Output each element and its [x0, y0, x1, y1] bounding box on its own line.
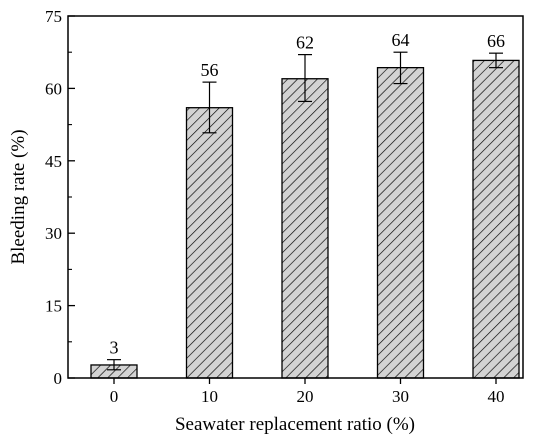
bar-30 [376, 66, 425, 379]
x-tick-label-20: 20 [297, 387, 314, 406]
x-axis-title: Seawater replacement ratio (%) [175, 414, 415, 435]
data-labels: 3 56 62 64 66 [110, 30, 506, 357]
data-label-30: 64 [392, 30, 410, 50]
x-axis: 0 10 20 30 40 [110, 378, 505, 406]
data-label-20: 62 [296, 33, 314, 53]
data-label-10: 56 [201, 60, 219, 80]
error-bar-30 [393, 51, 408, 85]
error-bars [107, 51, 503, 371]
x-tick-label-10: 10 [201, 387, 218, 406]
y-tick-label: 0 [54, 369, 63, 388]
bar-10 [185, 107, 234, 379]
bars [90, 59, 520, 379]
data-label-0: 3 [110, 338, 119, 358]
error-bar-20 [298, 54, 312, 103]
error-bar-10 [202, 81, 217, 134]
y-axis-title: Bleeding rate (%) [8, 129, 29, 264]
y-tick-label: 60 [45, 79, 62, 98]
error-bar-40 [489, 52, 503, 69]
y-tick-label: 15 [45, 297, 62, 316]
x-tick-label-0: 0 [110, 387, 119, 406]
y-axis: 0 15 30 45 60 75 [45, 7, 75, 388]
y-tick-label: 30 [45, 224, 62, 243]
data-label-40: 66 [487, 31, 505, 51]
y-tick-label: 45 [45, 152, 62, 171]
bar-20 [281, 78, 329, 379]
x-tick-label-30: 30 [392, 387, 409, 406]
y-tick-label: 75 [45, 7, 62, 26]
bar-40 [472, 59, 520, 379]
error-bar-0 [107, 359, 121, 371]
x-tick-label-40: 40 [488, 387, 505, 406]
